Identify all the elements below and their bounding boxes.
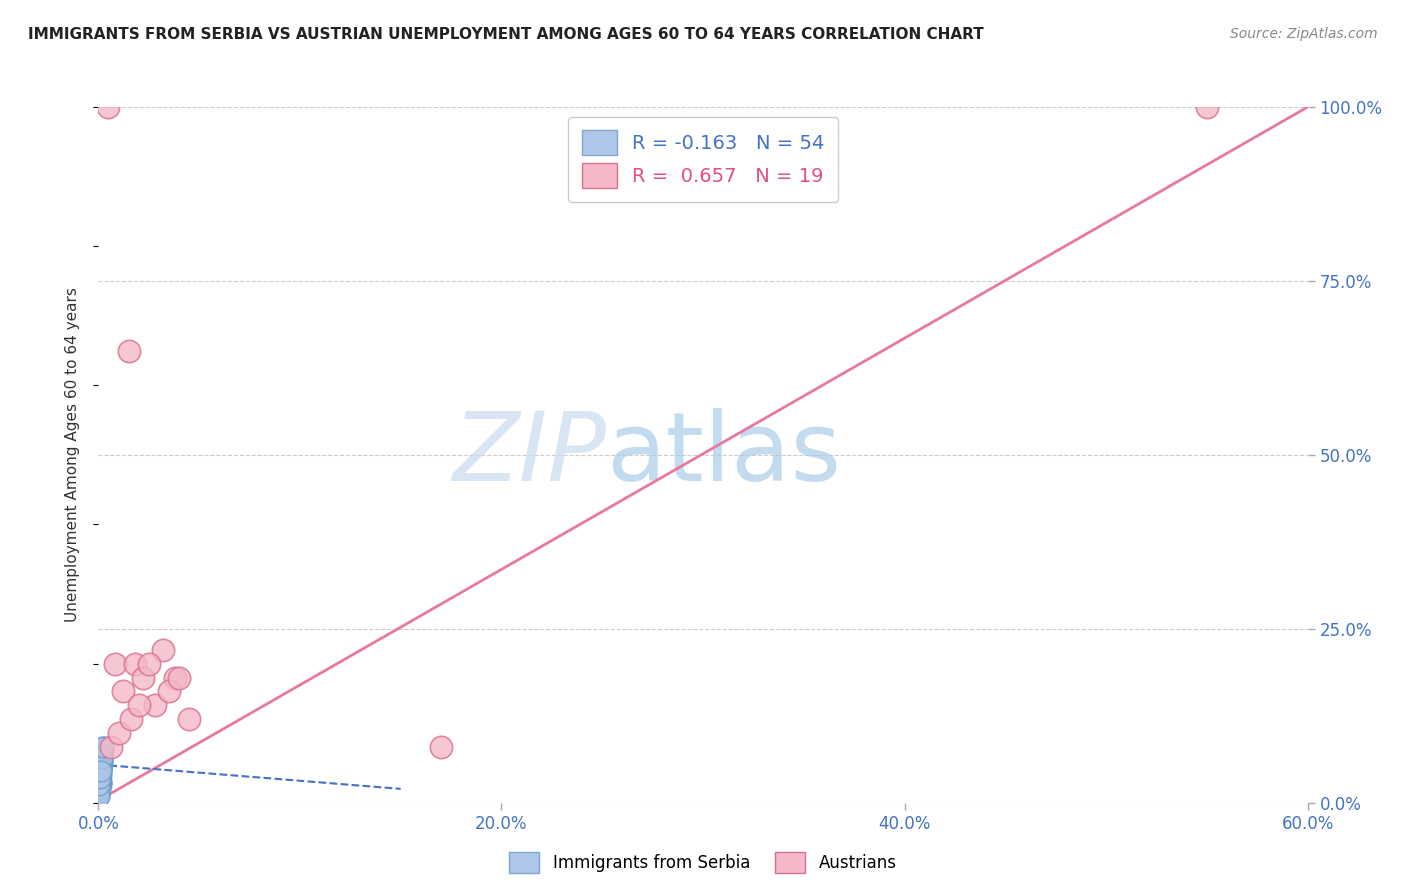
Point bbox=[87, 785, 110, 799]
Point bbox=[91, 740, 114, 755]
Point bbox=[89, 778, 111, 792]
Point bbox=[89, 775, 111, 789]
Point bbox=[89, 772, 111, 786]
Point bbox=[89, 768, 111, 782]
Point bbox=[89, 761, 111, 775]
Point bbox=[90, 747, 112, 761]
Point bbox=[138, 657, 160, 671]
Point bbox=[97, 100, 120, 114]
Point bbox=[89, 772, 111, 786]
Point bbox=[90, 778, 112, 792]
Point bbox=[157, 684, 180, 698]
Point bbox=[87, 781, 110, 796]
Point bbox=[91, 754, 114, 768]
Point bbox=[89, 764, 111, 779]
Point bbox=[90, 757, 112, 772]
Point bbox=[87, 789, 110, 803]
Point bbox=[120, 712, 142, 726]
Point bbox=[91, 747, 114, 761]
Point bbox=[90, 750, 112, 764]
Point bbox=[89, 768, 111, 782]
Point bbox=[89, 768, 111, 782]
Point bbox=[90, 754, 112, 768]
Point bbox=[90, 754, 112, 768]
Point bbox=[90, 764, 112, 779]
Point bbox=[90, 775, 112, 789]
Point bbox=[90, 750, 112, 764]
Point bbox=[143, 698, 166, 713]
Point bbox=[90, 761, 112, 775]
Point bbox=[90, 768, 112, 782]
Point bbox=[89, 775, 111, 789]
Point bbox=[118, 343, 141, 358]
Point bbox=[132, 671, 155, 685]
Text: IMMIGRANTS FROM SERBIA VS AUSTRIAN UNEMPLOYMENT AMONG AGES 60 TO 64 YEARS CORREL: IMMIGRANTS FROM SERBIA VS AUSTRIAN UNEMP… bbox=[28, 27, 984, 42]
Point bbox=[89, 772, 111, 786]
Point bbox=[90, 754, 112, 768]
Point bbox=[89, 764, 111, 779]
Point bbox=[87, 778, 110, 792]
Point bbox=[90, 757, 112, 772]
Point bbox=[89, 781, 111, 796]
Point bbox=[167, 671, 190, 685]
Point bbox=[89, 789, 111, 803]
Point bbox=[430, 740, 453, 755]
Point bbox=[128, 698, 150, 713]
Point bbox=[179, 712, 201, 726]
Point bbox=[89, 772, 111, 786]
Point bbox=[1195, 100, 1218, 114]
Point bbox=[89, 772, 111, 786]
Point bbox=[100, 740, 122, 755]
Point bbox=[124, 657, 146, 671]
Legend: Immigrants from Serbia, Austrians: Immigrants from Serbia, Austrians bbox=[503, 846, 903, 880]
Point bbox=[111, 684, 134, 698]
Point bbox=[163, 671, 186, 685]
Point bbox=[89, 775, 111, 789]
Point bbox=[89, 768, 111, 782]
Text: Source: ZipAtlas.com: Source: ZipAtlas.com bbox=[1230, 27, 1378, 41]
Point bbox=[90, 757, 112, 772]
Point bbox=[90, 764, 112, 779]
Point bbox=[103, 657, 125, 671]
Point bbox=[107, 726, 129, 740]
Point bbox=[91, 744, 114, 758]
Point bbox=[89, 785, 111, 799]
Point bbox=[89, 772, 111, 786]
Text: ZIP: ZIP bbox=[453, 409, 606, 501]
Point bbox=[91, 740, 114, 755]
Point bbox=[89, 778, 111, 792]
Point bbox=[89, 781, 111, 796]
Point bbox=[89, 764, 111, 779]
Y-axis label: Unemployment Among Ages 60 to 64 years: Unemployment Among Ages 60 to 64 years bbox=[65, 287, 80, 623]
Point bbox=[89, 761, 111, 775]
Point bbox=[90, 775, 112, 789]
Point bbox=[152, 642, 174, 657]
Point bbox=[89, 761, 111, 775]
Point bbox=[91, 747, 114, 761]
Text: atlas: atlas bbox=[606, 409, 841, 501]
Legend: R = -0.163   N = 54, R =  0.657   N = 19: R = -0.163 N = 54, R = 0.657 N = 19 bbox=[568, 117, 838, 202]
Point bbox=[90, 761, 112, 775]
Point bbox=[90, 761, 112, 775]
Point bbox=[90, 750, 112, 764]
